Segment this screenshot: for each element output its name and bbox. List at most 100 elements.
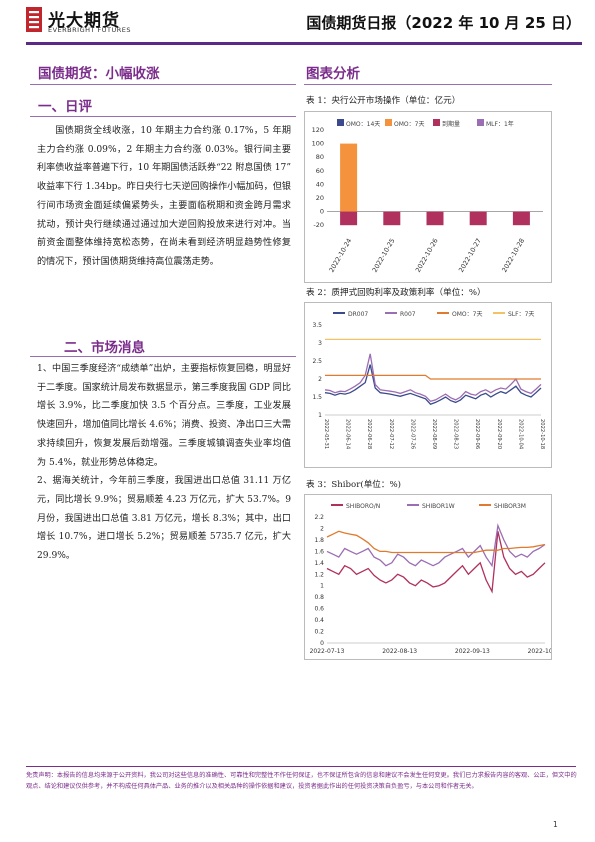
bar: [340, 143, 358, 212]
series-line: [325, 374, 541, 380]
section-daily-review-heading: 一、日评: [38, 99, 92, 115]
x-tick-label: 2022-09-20: [496, 419, 502, 449]
y-tick-label: 120: [312, 126, 324, 134]
chart-shibor: SHIBORO/N SHIBOR1W SHIBOR3M 0 0.2 0.4 0.6 0.8 1 1…: [304, 494, 552, 660]
y-tick-label: 2.2: [314, 514, 324, 521]
x-tick-label: 2022-10-27: [457, 237, 483, 274]
x-tick-label: 2022-09-06: [474, 419, 480, 449]
legend-label: SHIBOR3M: [494, 503, 526, 510]
section-market-news-heading: 二、市场消息: [64, 340, 145, 356]
x-tick-label: 2022-10-28: [500, 237, 526, 274]
y-tick-label: 100: [312, 140, 324, 148]
bar: [512, 211, 530, 226]
x-tick-label: 2022-07-13: [310, 648, 345, 655]
chart-omo-operations: OMO：14天 OMO：7天 到期量 MLF：1年 -20 0 20 40 60 80 100 120…: [304, 111, 552, 283]
figure-1-caption: 表 1：央行公开市场操作（单位：亿元）: [306, 96, 461, 106]
y-tick-label: 1.2: [314, 571, 324, 578]
legend-swatch: [433, 119, 440, 126]
series-line: [326, 523, 546, 568]
paragraph: 2、据海关统计，今年前三季度，我国进出口总值 31.11 万亿元，同比增长 9.…: [37, 476, 291, 562]
legend-label: OMO：7天: [394, 121, 424, 128]
series-line: [326, 530, 546, 554]
y-tick-label: 0.8: [314, 594, 324, 601]
y-tick-label: 3.5: [312, 322, 322, 329]
bar: [426, 211, 444, 226]
legend-label: SLF：7天: [508, 311, 534, 318]
x-tick-label: 2022-05-31: [323, 419, 329, 449]
bar: [383, 211, 401, 226]
y-tick-label: 1.5: [312, 394, 322, 401]
y-tick-label: 0.4: [314, 617, 324, 624]
x-tick-label: 2022-07-26: [409, 419, 415, 449]
legend-swatch: [385, 119, 392, 126]
x-tick-label: 2022-08-23: [453, 419, 459, 449]
section-market-news-rule: [30, 356, 296, 357]
logo-mark: [26, 7, 42, 32]
y-tick-label: 2.5: [312, 358, 322, 365]
y-tick-label: 1: [318, 412, 322, 419]
x-tick-label: 2022-09-13: [455, 648, 490, 655]
bar: [340, 211, 358, 226]
y-tick-label: 1.4: [314, 560, 324, 567]
legend-label: DR007: [348, 311, 368, 318]
y-tick-label: 1: [320, 583, 324, 590]
header-divider: [26, 42, 582, 45]
legend-swatch: [337, 119, 344, 126]
x-tick-label: 2022-06-28: [366, 419, 372, 449]
chart-section-rule: [304, 84, 552, 85]
chart-repo-rates: DR007 R007 OMO：7天 SLF：7天 1 1.5 2 2.5 3 3.5 2022-05…: [304, 302, 552, 468]
y-tick-label: 1.8: [314, 537, 324, 544]
x-tick-label: 2022-08-13: [382, 648, 417, 655]
y-tick-label: 0.6: [314, 606, 324, 613]
x-tick-label: 2022-10-24: [328, 237, 354, 274]
figure-2-caption: 表 2：质押式回购利率及政策利率（单位：%）: [306, 288, 486, 298]
x-tick-label: 2022-07-12: [388, 419, 394, 449]
main-heading-rule: [30, 84, 296, 85]
paragraph: 1、中国三季度经济“成绩单”出炉，主要指标恢复回稳，明显好于二季度。国家统计局发…: [37, 364, 291, 468]
y-tick-label: 3: [318, 340, 322, 347]
section-market-news-body: 1、中国三季度经济“成绩单”出炉，主要指标恢复回稳，明显好于二季度。国家统计局发…: [37, 360, 291, 566]
x-tick-label: 2022-10-25: [371, 237, 397, 274]
y-tick-label: 1.6: [314, 548, 324, 555]
y-tick-label: 60: [316, 167, 324, 175]
logo-text-en: EVERBRIGHT FUTURES: [48, 26, 132, 34]
y-tick-label: 0.2: [314, 629, 324, 636]
legend-label: R007: [400, 311, 416, 318]
x-tick-label: 2022-10-18: [539, 419, 545, 449]
series-line: [326, 531, 546, 594]
x-tick-label: 2022-06-14: [345, 419, 351, 450]
y-tick-label: 20: [316, 194, 324, 202]
y-tick-label: 0: [320, 208, 324, 216]
legend-label: 到期量: [442, 120, 460, 128]
y-tick-label: 40: [316, 180, 324, 188]
legend-label: SHIBORO/N: [346, 503, 380, 510]
disclaimer: 免责声明：本报告的信息均来源于公开资料，我公司对这些信息的准确性、可靠性和完整性…: [26, 772, 577, 790]
paragraph: 国债期货全线收涨，10 年期主力合约涨 0.17%，5 年期主力合约涨 0.09…: [37, 126, 291, 267]
y-tick-label: 2: [320, 525, 324, 532]
disclaimer-rule: [26, 766, 576, 767]
x-tick-label: 2022-08-09: [431, 419, 437, 449]
x-tick-label: 2022-10-13: [528, 648, 552, 655]
main-heading: 国债期货：小幅收涨: [38, 66, 160, 82]
y-tick-label: 80: [316, 153, 324, 161]
series-line: [324, 364, 542, 405]
logo-text-cn: 光大期货: [48, 11, 120, 31]
legend-label: MLF：1年: [486, 120, 514, 128]
section-daily-review-rule: [30, 116, 296, 117]
x-tick-label: 2022-10-26: [414, 237, 440, 274]
legend-label: OMO：14天: [346, 121, 380, 128]
x-tick-label: 2022-10-04: [517, 419, 523, 450]
legend-label: SHIBOR1W: [422, 503, 455, 510]
chart-section-heading: 图表分析: [306, 66, 360, 82]
page-number: 1: [553, 820, 558, 829]
figure-3-caption: 表 3：Shibor(单位：%): [306, 480, 401, 490]
series-line: [324, 353, 542, 403]
legend-label: OMO：7天: [452, 311, 482, 318]
legend-swatch: [477, 119, 484, 126]
bar: [469, 211, 487, 226]
y-tick-label: 2: [318, 376, 322, 383]
y-tick-label: -20: [313, 221, 324, 229]
document-title: 国债期货日报（2022 年 10 月 25 日）: [306, 14, 581, 32]
y-tick-label: 0: [320, 640, 324, 647]
section-daily-review-body: 国债期货全线收涨，10 年期主力合约涨 0.17%，5 年期主力合约涨 0.09…: [37, 122, 291, 272]
